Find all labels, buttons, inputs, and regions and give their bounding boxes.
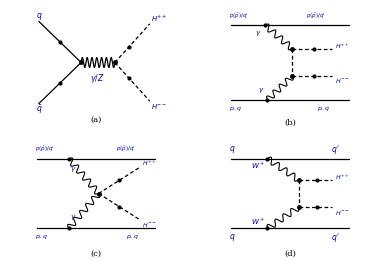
Text: $W^+$: $W^+$ bbox=[251, 160, 265, 171]
Text: $q^{\prime}$: $q^{\prime}$ bbox=[331, 231, 340, 244]
Text: $q^{\prime}$: $q^{\prime}$ bbox=[331, 143, 340, 156]
Text: (a): (a) bbox=[90, 116, 102, 124]
Text: $H^{++}$: $H^{++}$ bbox=[142, 159, 157, 168]
Text: $p, q$: $p, q$ bbox=[317, 105, 330, 113]
Text: (b): (b) bbox=[284, 118, 296, 126]
Text: $p, q$: $p, q$ bbox=[126, 233, 139, 241]
Text: $p(\bar{p})/q^{\prime}$: $p(\bar{p})/q^{\prime}$ bbox=[229, 12, 249, 21]
Text: $H^{--}$: $H^{--}$ bbox=[335, 77, 350, 85]
Text: $q$: $q$ bbox=[229, 144, 235, 155]
Text: $H^{--}$: $H^{--}$ bbox=[142, 221, 157, 229]
Text: $p(\bar{p})/q^{\prime}$: $p(\bar{p})/q^{\prime}$ bbox=[35, 145, 55, 155]
Text: $W^+$: $W^+$ bbox=[251, 216, 265, 227]
Text: (c): (c) bbox=[91, 250, 102, 257]
Text: (d): (d) bbox=[284, 250, 296, 257]
Text: $p(\bar{p})/q^{\prime}$: $p(\bar{p})/q^{\prime}$ bbox=[306, 12, 326, 21]
Text: $\gamma$: $\gamma$ bbox=[70, 165, 76, 174]
Text: $q$: $q$ bbox=[36, 11, 43, 22]
Text: $H^{++}$: $H^{++}$ bbox=[335, 173, 350, 182]
Text: $H^{++}$: $H^{++}$ bbox=[335, 42, 350, 51]
Text: $H^{--}$: $H^{--}$ bbox=[335, 210, 350, 217]
Text: $\gamma/Z$: $\gamma/Z$ bbox=[90, 72, 105, 85]
Text: $\gamma$: $\gamma$ bbox=[259, 86, 265, 95]
Text: $p, q$: $p, q$ bbox=[229, 105, 242, 113]
Text: $\bar{q}$: $\bar{q}$ bbox=[36, 104, 43, 116]
Text: $q$: $q$ bbox=[229, 232, 235, 243]
Text: $\gamma$: $\gamma$ bbox=[70, 213, 76, 222]
Text: $H^{++}$: $H^{++}$ bbox=[151, 14, 168, 24]
Text: $H^{--}$: $H^{--}$ bbox=[151, 102, 168, 111]
Text: $p, q$: $p, q$ bbox=[35, 233, 48, 241]
Text: $\gamma$: $\gamma$ bbox=[255, 29, 261, 38]
Text: $p(\bar{p})/q^{\prime}$: $p(\bar{p})/q^{\prime}$ bbox=[116, 145, 136, 155]
